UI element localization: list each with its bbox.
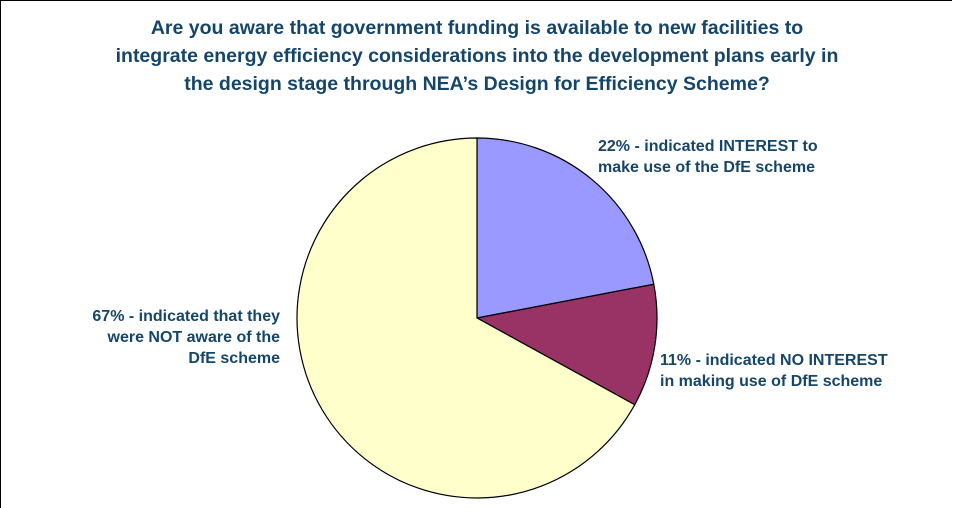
slice-label-not-aware-line-1: 67% - indicated that they [92,308,280,325]
slice-label-no-interest-line-1: 11% - indicated NO INTEREST [660,352,888,369]
title-line-1: Are you aware that government funding is… [150,17,804,39]
pie-slice-interest [476,137,655,319]
pie-slice-not-aware [296,137,636,499]
slice-label-not-aware-line-2: were NOT aware of the [107,329,281,346]
title-line-3: the design stage through NEA’s Design fo… [184,73,770,95]
title-line-2: integrate energy efficiency consideratio… [115,45,839,67]
pie-slice-no-interest [475,283,658,406]
slice-label-not-aware-line-3: DfE scheme [188,350,280,367]
slice-label-not-aware: 67% - indicated that they were NOT aware… [20,306,280,369]
slice-label-interest: 22% - indicated INTEREST to make use of … [598,136,818,178]
slice-label-no-interest: 11% - indicated NO INTEREST in making us… [660,350,888,392]
slice-label-no-interest-line-2: in making use of DfE scheme [660,373,883,390]
slice-label-interest-line-1: 22% - indicated INTEREST to [598,138,818,155]
slice-label-interest-line-2: make use of the DfE scheme [598,159,815,176]
chart-title: Are you aware that government funding is… [0,14,954,98]
